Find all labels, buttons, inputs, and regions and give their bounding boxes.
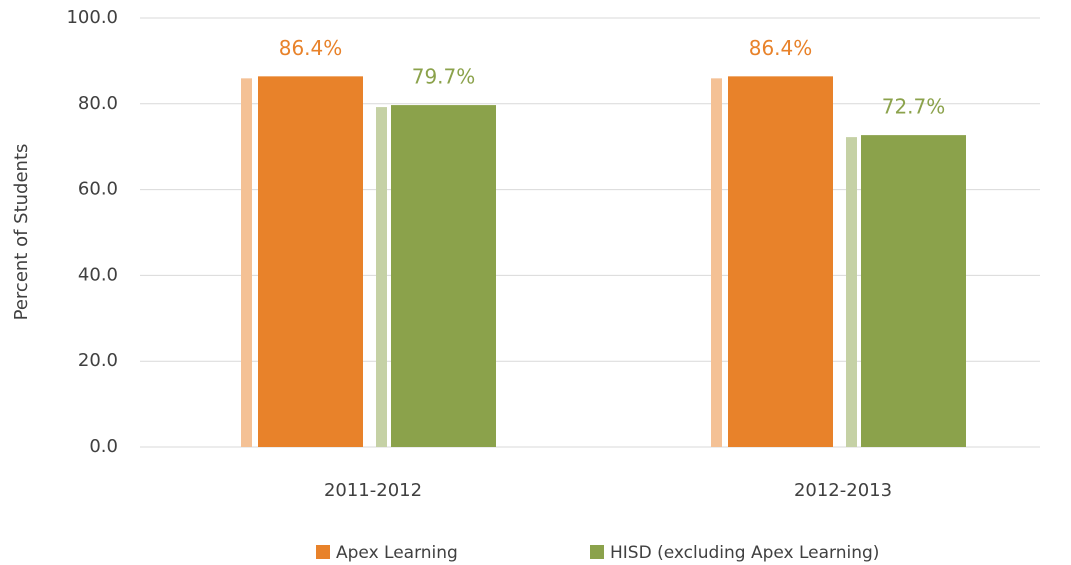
y-tick-label: 0.0 [89,436,118,457]
bar [728,76,833,448]
bar [861,135,966,447]
x-tick-label: 2012-2013 [794,480,892,501]
y-axis-label: Percent of Students [11,144,32,321]
y-tick-label: 100.0 [66,7,118,28]
bar-side [846,137,857,447]
legend-label: HISD (excluding Apex Learning) [610,543,879,563]
x-tick-label: 2011-2012 [324,480,422,501]
bar-side [376,107,387,447]
bar-side [711,78,722,448]
y-tick-label: 40.0 [78,264,118,285]
y-tick-label: 80.0 [78,93,118,114]
data-label: 79.7% [412,65,476,89]
legend-swatch [316,545,330,559]
bar-side [241,78,252,448]
bar [391,105,496,447]
data-label: 86.4% [279,36,343,60]
data-label: 72.7% [882,95,946,119]
data-label: 86.4% [749,36,813,60]
legend-label: Apex Learning [336,543,458,563]
y-tick-label: 20.0 [78,350,118,371]
y-tick-label: 60.0 [78,179,118,200]
bar [258,76,363,448]
legend-swatch [590,545,604,559]
